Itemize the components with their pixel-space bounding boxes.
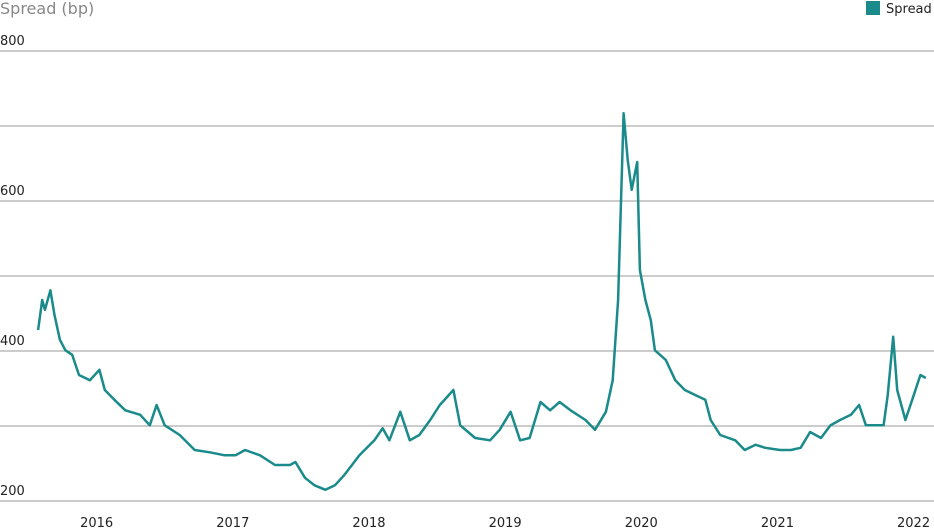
chart-title: Spread (bp) [0,0,94,18]
line [36,112,927,492]
x-tick-label: 2016 [80,516,113,531]
x-tick-label: 2017 [216,516,249,531]
x-tick-label: 2018 [352,516,385,531]
y-tick-label: 400 [0,334,25,349]
x-tick-label: 2022 [897,516,930,531]
x-tick-label: 2020 [625,516,658,531]
legend-swatch [866,1,880,15]
legend-label: Spread [886,2,932,17]
y-tick-label: 200 [0,484,25,499]
y-tick-label: 600 [0,184,25,199]
y-tick-label: 800 [0,34,25,49]
x-tick-label: 2021 [761,516,794,531]
x-tick-label: 2019 [489,516,522,531]
